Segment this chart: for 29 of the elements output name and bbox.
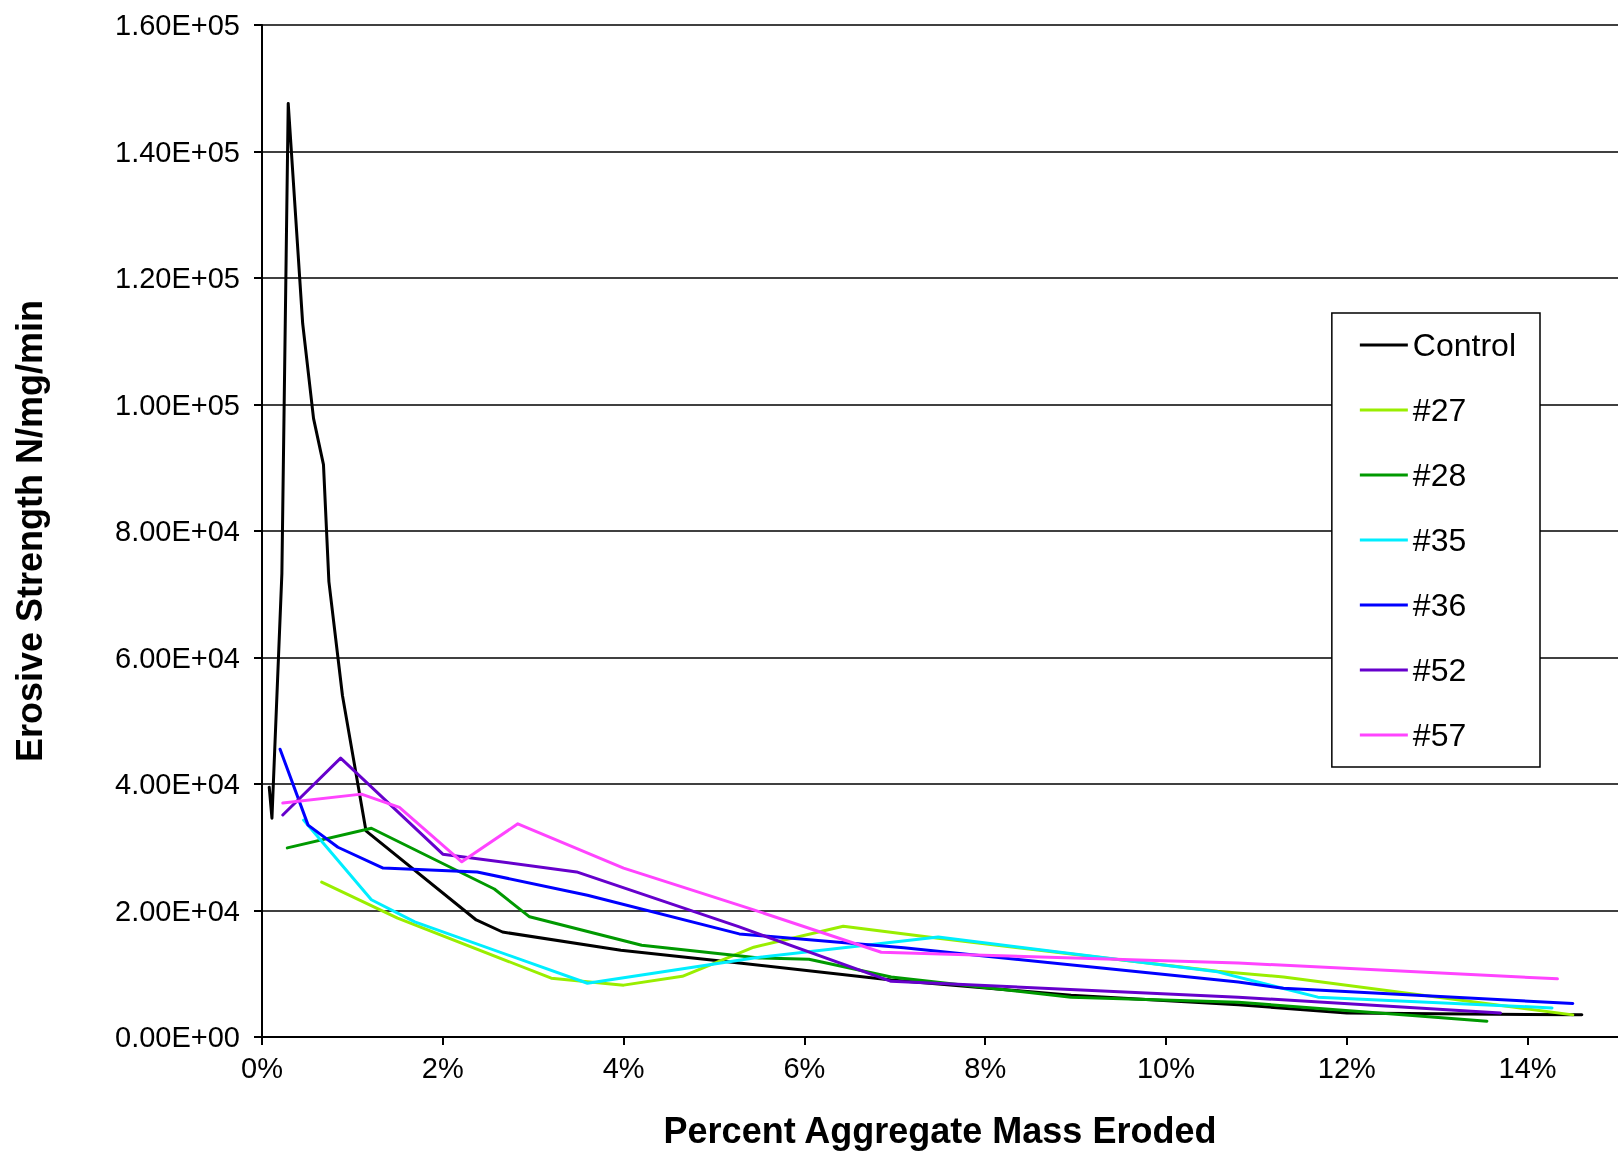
- x-tick-label: 8%: [964, 1051, 1007, 1084]
- y-tick-label: 0.00E+00: [115, 1021, 240, 1053]
- x-axis-title: Percent Aggregate Mass Eroded: [663, 1109, 1217, 1151]
- legend-label: #27: [1412, 392, 1467, 428]
- x-tick-label: 4%: [602, 1051, 645, 1084]
- x-tick-label: 10%: [1136, 1051, 1196, 1084]
- line-series: [281, 792, 1559, 981]
- y-tick-label: 1.00E+05: [115, 388, 240, 421]
- legend-label: #28: [1412, 457, 1467, 493]
- x-tick-label: 14%: [1498, 1051, 1557, 1084]
- y-tick-label: 1.60E+05: [115, 9, 240, 41]
- x-tick-label: 2%: [421, 1051, 464, 1084]
- y-tick-label: 1.20E+05: [115, 262, 240, 294]
- legend-label: #36: [1412, 587, 1467, 623]
- x-tick-label: 0%: [241, 1051, 283, 1084]
- y-tick-label: 4.00E+04: [115, 768, 240, 800]
- legend-label: #57: [1412, 717, 1467, 753]
- legend-label: Control: [1412, 327, 1516, 363]
- y-axis-title: Erosive Strength N/mg/min: [8, 299, 50, 763]
- line-series: [285, 826, 1489, 1023]
- y-tick-label: 6.00E+04: [115, 641, 240, 674]
- x-tick-label: 6%: [783, 1051, 826, 1084]
- x-tick-label: 12%: [1317, 1051, 1376, 1084]
- y-tick-label: 8.00E+04: [115, 515, 240, 547]
- y-tick-label: 1.40E+05: [115, 135, 240, 168]
- line-series: [302, 818, 1554, 1010]
- legend-label: #52: [1412, 652, 1467, 688]
- legend-label: #35: [1412, 522, 1467, 558]
- y-tick-label: 2.00E+04: [115, 894, 240, 927]
